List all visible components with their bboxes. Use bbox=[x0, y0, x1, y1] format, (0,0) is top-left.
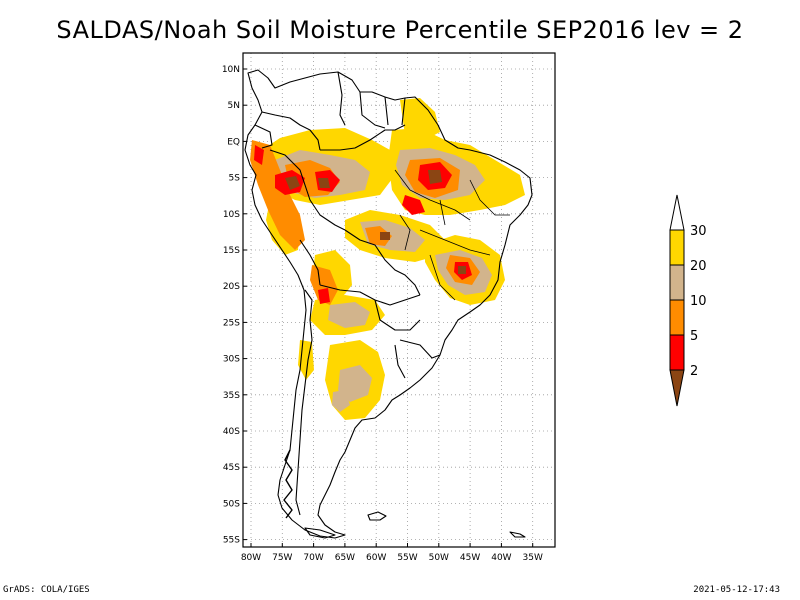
legend-label-10: 10 bbox=[690, 294, 707, 309]
shade-10-20-chaco bbox=[328, 302, 370, 328]
lat-tick-label: 25S bbox=[223, 318, 240, 328]
coastline-and-borders bbox=[244, 69, 533, 539]
lat-tick-label: 5N bbox=[228, 101, 240, 111]
lat-tick-label: 10N bbox=[222, 65, 240, 75]
footer-software-credit: GrADS: COLA/IGES bbox=[3, 585, 90, 595]
map-frame bbox=[242, 52, 556, 548]
border-brazil-north bbox=[320, 124, 406, 151]
legend-label-20: 20 bbox=[690, 259, 707, 274]
border-brazil-bolivia bbox=[344, 229, 421, 296]
shade-below-2-amazon bbox=[285, 176, 300, 190]
lon-tick-label: 70W bbox=[303, 553, 323, 563]
lat-tick-label: 35S bbox=[223, 391, 240, 401]
lon-tick-label: 50W bbox=[429, 553, 449, 563]
shade-below-2-central bbox=[380, 232, 390, 240]
border-venezuela-guyana bbox=[337, 71, 346, 126]
border-paraguay-argentina bbox=[374, 299, 421, 331]
lon-tick-label: 60W bbox=[366, 553, 386, 563]
border-colombia-venezuela bbox=[261, 111, 321, 151]
legend-2-5-swatch bbox=[669, 334, 685, 371]
shade-2-5-peru bbox=[254, 145, 264, 165]
legend-20-30-swatch bbox=[669, 229, 685, 266]
chiloe-fjords bbox=[283, 449, 293, 519]
lat-tick-label: 40S bbox=[223, 427, 240, 437]
tierra-del-fuego bbox=[304, 527, 336, 539]
lat-tick-label: 55S bbox=[223, 536, 240, 546]
border-argentina-uruguay bbox=[394, 344, 406, 379]
footer-timestamp: 2021-05-12-17:43 bbox=[693, 585, 780, 595]
shade-2-5-bolivia bbox=[318, 288, 330, 304]
shade-below-2-amazon-2 bbox=[318, 178, 330, 188]
legend-5-10-swatch bbox=[669, 299, 685, 336]
legend-10-20-swatch bbox=[669, 264, 685, 301]
falkland-islands bbox=[367, 511, 387, 521]
brazil-state-lines bbox=[394, 169, 510, 301]
shade-2-5-northeast-2 bbox=[402, 195, 425, 215]
border-peru-bolivia bbox=[299, 239, 321, 286]
shade-10-20-pampa bbox=[338, 365, 372, 402]
moisture-shading bbox=[250, 98, 525, 420]
shade-below-2-northeast bbox=[428, 170, 442, 184]
lon-tick-label: 40W bbox=[491, 553, 511, 563]
lon-tick-label: 35W bbox=[523, 553, 543, 563]
lon-tick-label: 65W bbox=[335, 553, 355, 563]
lat-tick-label: 45S bbox=[223, 463, 240, 473]
shade-5-10-peru bbox=[250, 140, 305, 250]
lat-tick-label: 20S bbox=[223, 282, 240, 292]
lon-tick-labels: 80W 75W 70W 65W 60W 55W 50W 45W 40W 35W bbox=[241, 543, 543, 563]
border-peru-brazil bbox=[269, 149, 346, 231]
border-brazil-uruguay bbox=[399, 339, 441, 359]
shade-5-10-central bbox=[365, 226, 392, 246]
lat-tick-label: 5S bbox=[229, 174, 241, 184]
lon-tick-label: 75W bbox=[272, 553, 292, 563]
lon-tick-label: 80W bbox=[241, 553, 261, 563]
lat-tick-labels: 10N 5N EQ 5S 10S 15S 20S 25S 30S 35S 40S 45S 50S 55S bbox=[222, 65, 247, 546]
lat-tick-label: 30S bbox=[223, 355, 240, 365]
south-america-coastline bbox=[244, 69, 533, 539]
lat-tick-label: EQ bbox=[227, 137, 240, 147]
border-ecuador bbox=[254, 124, 273, 149]
map-title: SALDAS/Noah Soil Moisture Percentile SEP… bbox=[56, 16, 744, 44]
border-guyanas bbox=[359, 91, 406, 129]
shade-10-20-patagonia bbox=[332, 390, 350, 412]
lat-tick-label: 10S bbox=[223, 210, 240, 220]
lat-tick-label: 15S bbox=[223, 246, 240, 256]
legend-colorbar: 30 20 10 5 2 bbox=[669, 194, 707, 407]
legend-label-30: 30 bbox=[690, 224, 707, 239]
shade-below-2-southeast bbox=[458, 266, 466, 274]
legend-below-2-swatch bbox=[669, 369, 685, 407]
border-chile-argentina bbox=[295, 289, 313, 516]
lat-tick-label: 50S bbox=[223, 499, 240, 509]
legend-label-2: 2 bbox=[690, 364, 698, 379]
legend-label-5: 5 bbox=[690, 329, 698, 344]
island-south-georgia bbox=[509, 531, 526, 538]
lon-tick-label: 45W bbox=[460, 553, 480, 563]
shade-20-30-amapa bbox=[400, 98, 440, 140]
lon-tick-label: 55W bbox=[397, 553, 417, 563]
legend-above-30-swatch bbox=[669, 194, 685, 231]
shade-5-10-bolivia bbox=[310, 265, 338, 305]
